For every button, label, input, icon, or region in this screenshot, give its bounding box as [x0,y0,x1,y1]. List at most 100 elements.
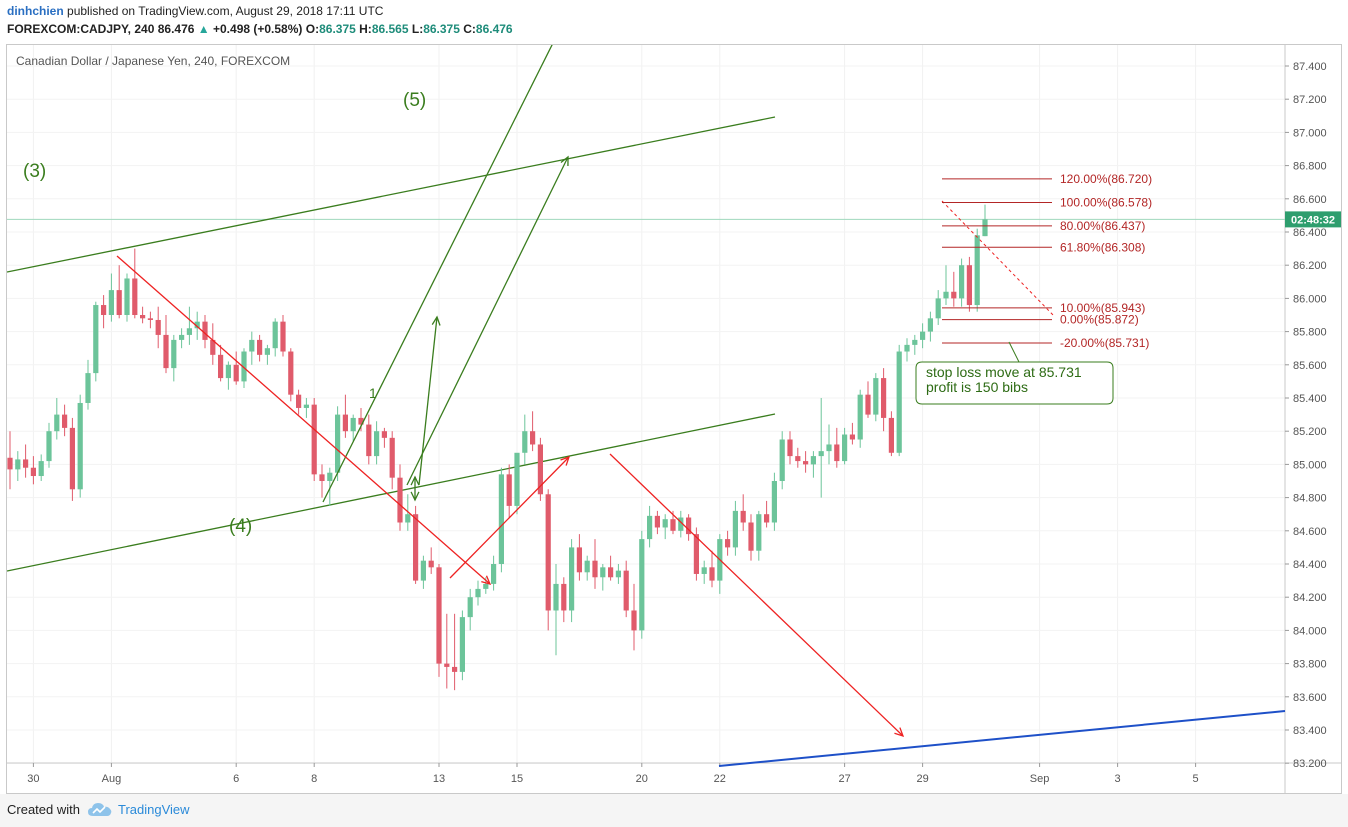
candle-body[interactable] [569,547,575,611]
candle-body[interactable] [132,278,138,315]
candle-body[interactable] [647,515,653,540]
candle-body[interactable] [764,514,770,523]
candle-body[interactable] [296,394,302,408]
candle-body[interactable] [140,315,146,319]
candle-body[interactable] [530,431,536,445]
candle-body[interactable] [46,431,52,462]
candle-body[interactable] [327,472,333,481]
candle-body[interactable] [506,474,512,506]
candle-body[interactable] [826,444,832,452]
candle-body[interactable] [280,321,286,352]
candle-body[interactable] [452,666,458,672]
candle-body[interactable] [69,427,75,490]
candle-body[interactable] [319,474,325,481]
candle-body[interactable] [241,351,247,382]
candle-body[interactable] [693,534,699,574]
candle-body[interactable] [202,321,208,340]
candle-body[interactable] [834,444,840,462]
candle-body[interactable] [631,610,637,631]
candle-body[interactable] [810,456,816,465]
candle-body[interactable] [842,434,848,462]
candle-body[interactable] [771,481,777,523]
candle-body[interactable] [951,291,957,299]
candle-body[interactable] [725,539,731,548]
candle-body[interactable] [30,467,36,477]
candle-body[interactable] [272,321,278,349]
candle-body[interactable] [857,394,863,440]
candle-body[interactable] [155,319,161,335]
candle-body[interactable] [444,663,450,667]
candle-body[interactable] [303,404,309,408]
candle-body[interactable] [873,378,879,415]
candle-body[interactable] [849,434,855,440]
candle-body[interactable] [101,305,107,315]
candle-body[interactable] [366,424,372,457]
tradingview-brand-link[interactable]: TradingView [118,802,190,817]
candle-body[interactable] [381,431,387,438]
candle-body[interactable] [935,298,941,319]
candle-body[interactable] [678,517,684,531]
candle-body[interactable] [920,331,926,340]
candle-body[interactable] [116,290,122,315]
candle-body[interactable] [740,510,746,523]
candle-body[interactable] [670,519,676,531]
author-link[interactable]: dinhchien [7,4,64,18]
candle-body[interactable] [491,564,497,584]
candle-body[interactable] [600,567,606,578]
candle-body[interactable] [225,364,231,379]
candle-body[interactable] [709,567,715,581]
candle-body[interactable] [639,539,645,631]
candle-body[interactable] [545,494,551,611]
candle-body[interactable] [15,459,21,470]
candle-body[interactable] [553,583,559,611]
candle-body[interactable] [537,444,543,495]
candle-body[interactable] [865,394,871,415]
candle-body[interactable] [701,567,707,574]
candle-body[interactable] [608,567,614,578]
candle-body[interactable] [77,402,83,490]
candle-body[interactable] [38,461,44,477]
candle-body[interactable] [966,265,972,306]
candle-body[interactable] [374,431,380,457]
candle-body[interactable] [522,431,528,453]
candle-body[interactable] [218,354,224,379]
candle-body[interactable] [194,321,200,329]
candle-body[interactable] [662,519,668,528]
candle-body[interactable] [257,339,263,355]
candle-body[interactable] [436,567,442,664]
candle-body[interactable] [748,522,754,551]
candle-body[interactable] [124,278,130,315]
candle-body[interactable] [592,560,598,578]
candle-body[interactable] [927,318,933,332]
candle-body[interactable] [420,560,426,581]
candle-body[interactable] [179,334,185,340]
candle-body[interactable] [982,219,988,237]
candle-body[interactable] [498,474,504,564]
candle-body[interactable] [342,414,348,432]
candle-body[interactable] [171,339,177,369]
candle-body[interactable] [163,334,169,369]
candle-body[interactable] [779,439,785,482]
candle-body[interactable] [576,547,582,573]
candle-body[interactable] [483,583,489,589]
candle-body[interactable] [147,318,153,320]
candle-body[interactable] [54,414,60,432]
candle-body[interactable] [732,510,738,548]
candle-body[interactable] [888,417,894,453]
candle-body[interactable] [210,339,216,355]
candle-body[interactable] [686,517,692,535]
candle-body[interactable] [288,351,294,395]
candle-body[interactable] [467,597,473,618]
candle-body[interactable] [413,514,419,581]
candle-body[interactable] [787,439,793,457]
candle-body[interactable] [803,461,809,465]
candle-body[interactable] [428,560,434,568]
candle-body[interactable] [459,617,465,672]
candle-body[interactable] [186,328,192,335]
candle-body[interactable] [561,583,567,611]
candle-body[interactable] [405,514,411,523]
candle-body[interactable] [623,570,629,611]
candlestick-chart[interactable]: 87.400 87.200 87.000 86.800 86.600 86.400 86.2… [7,45,1341,793]
candle-body[interactable] [249,339,255,352]
candle-body[interactable] [514,452,520,506]
